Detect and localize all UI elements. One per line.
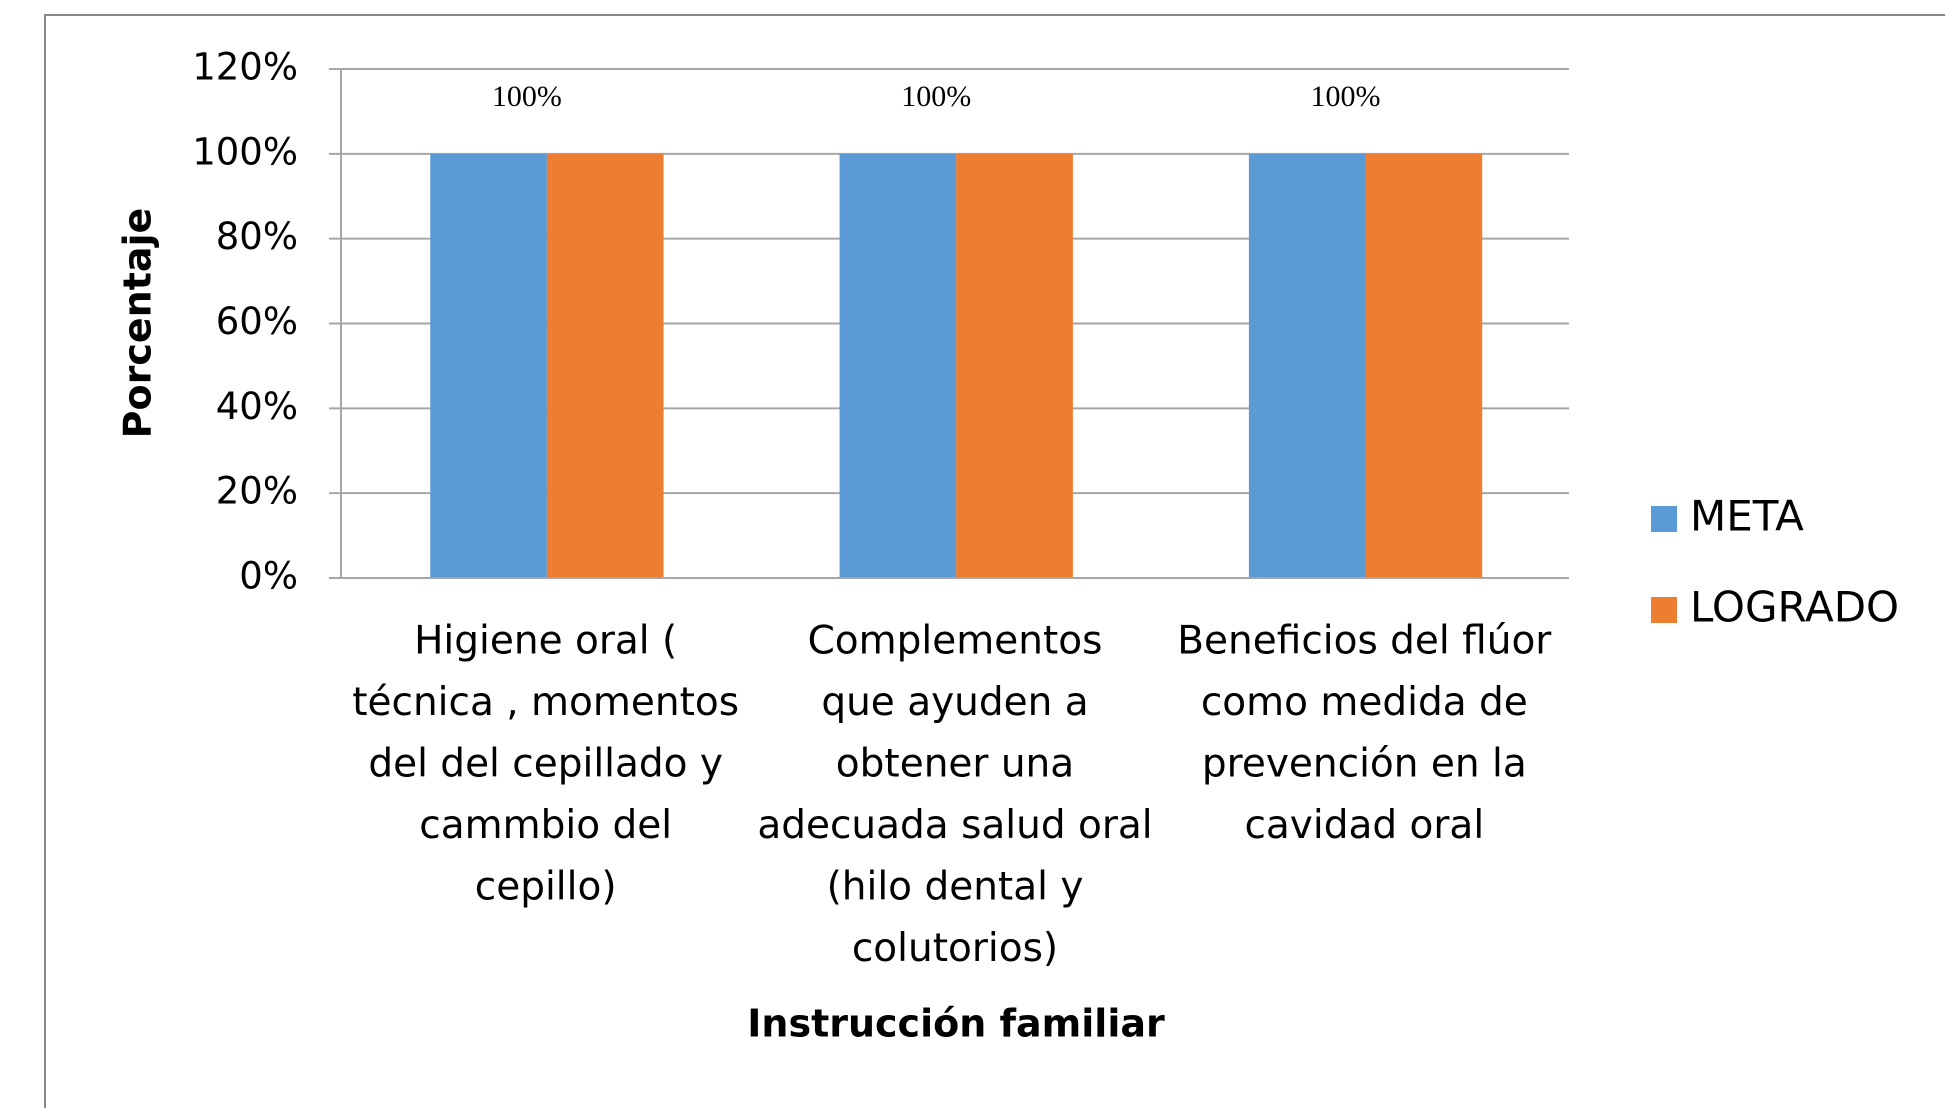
x-tick-label: adecuada salud oral xyxy=(757,803,1152,848)
x-tick-label: Complementos xyxy=(808,619,1103,664)
bar xyxy=(956,153,1073,579)
x-tick-label: como medida de xyxy=(1201,680,1528,725)
data-label: 100% xyxy=(492,80,562,113)
legend-label: LOGRADO xyxy=(1690,583,1899,632)
bar xyxy=(1248,153,1366,579)
x-tick-label: técnica , momentos xyxy=(352,680,739,725)
x-tick-label: Beneficios del flúor xyxy=(1177,619,1552,664)
legend-swatch xyxy=(1651,506,1677,532)
x-tick-label: del del cepillado y xyxy=(368,742,723,787)
bar xyxy=(1365,153,1483,579)
legend-label: META xyxy=(1690,492,1804,541)
y-tick-label: 80% xyxy=(216,215,298,258)
x-tick-label: cammbio del xyxy=(419,803,672,848)
y-tick-label: 100% xyxy=(192,130,298,173)
data-label: 100% xyxy=(901,80,971,113)
x-tick-label: Higiene oral ( xyxy=(414,619,677,664)
bar xyxy=(546,153,664,579)
x-tick-label: colutorios) xyxy=(852,926,1058,971)
x-tick-label: prevención en la xyxy=(1202,742,1527,787)
y-tick-label: 20% xyxy=(216,470,298,513)
legend-swatch xyxy=(1651,597,1677,623)
bar xyxy=(839,153,957,579)
x-tick-label: obtener una xyxy=(836,742,1074,787)
x-axis-title: Instrucción familiar xyxy=(747,1002,1165,1046)
y-tick-label: 0% xyxy=(239,555,298,598)
x-tick-label: cepillo) xyxy=(475,865,617,910)
x-tick-label: que ayuden a xyxy=(821,680,1088,725)
y-tick-label: 40% xyxy=(216,385,298,428)
x-tick-label: (hilo dental y xyxy=(827,865,1084,910)
data-label: 100% xyxy=(1311,80,1381,113)
x-tick-label: cavidad oral xyxy=(1244,803,1484,848)
y-tick-label: 120% xyxy=(192,46,298,89)
y-tick-label: 60% xyxy=(216,300,298,343)
y-axis-title: Porcentaje xyxy=(116,208,160,439)
bar xyxy=(430,153,547,579)
